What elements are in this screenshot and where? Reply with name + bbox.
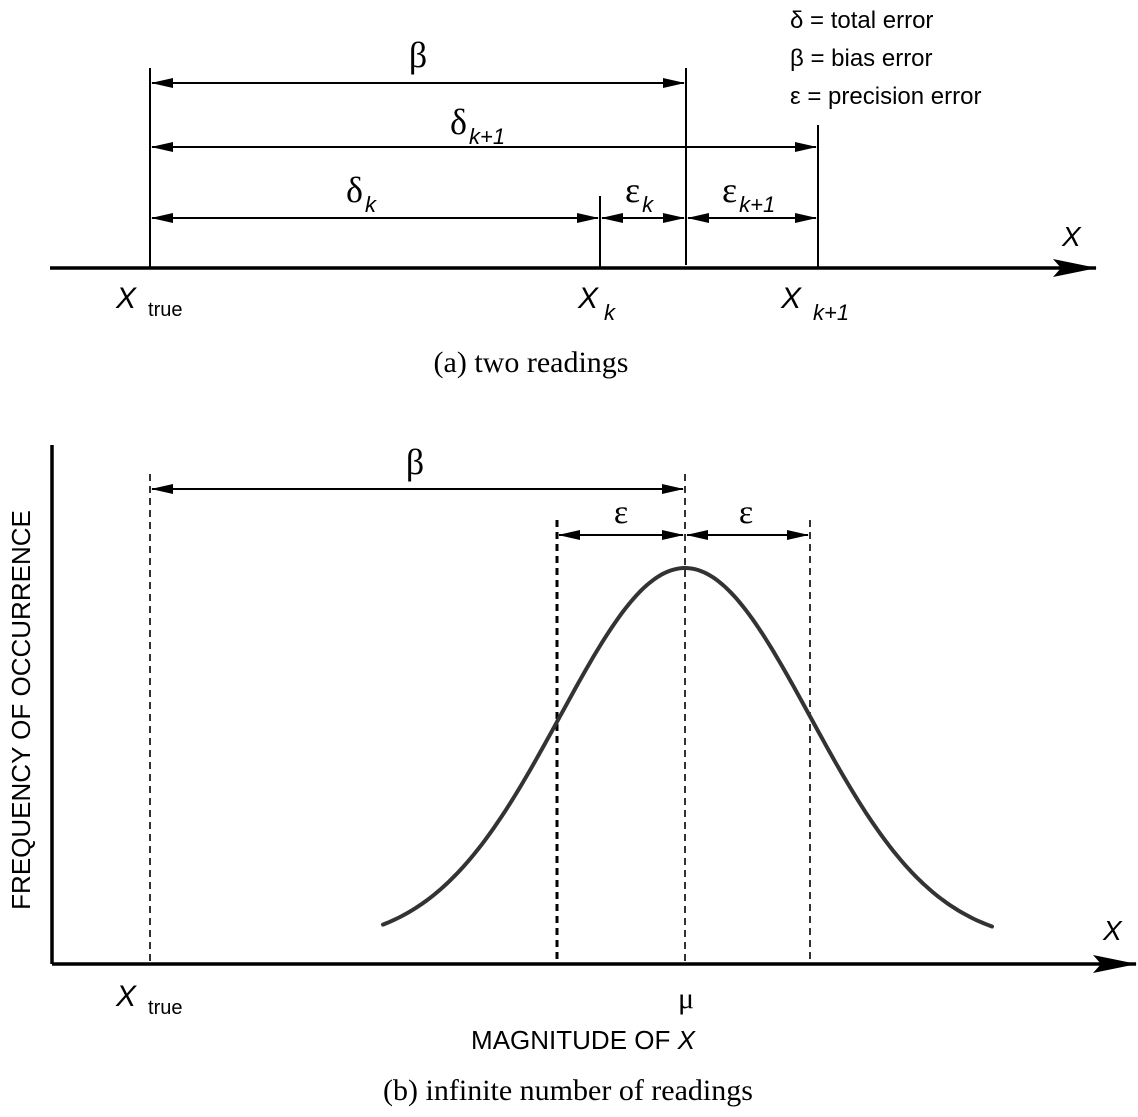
epsilon-k-label: εk <box>625 170 654 217</box>
caption-a: (a) two readings <box>434 346 629 379</box>
legend-precision-error: ε = precision error <box>790 83 981 110</box>
epsilon-left-label: ε <box>614 494 628 531</box>
mu-label: μ <box>678 982 694 1015</box>
caption-b: (b) infinite number of readings <box>383 1074 753 1107</box>
x-axis-label-a: X <box>1061 221 1082 252</box>
frequency-distribution-curve <box>381 566 994 929</box>
y-axis-label: FREQUENCY OF OCCURRENCE <box>6 510 36 910</box>
delta-k-label: δk <box>346 170 377 217</box>
beta-label-b: β <box>406 442 424 482</box>
legend-bias-error: β = bias error <box>790 45 933 72</box>
epsilon-right-label: ε <box>739 494 753 531</box>
x-axis-title: MAGNITUDE OF X <box>471 1025 697 1055</box>
beta-label: β <box>409 35 427 75</box>
epsilon-k1-label: εk+1 <box>722 170 775 217</box>
delta-k1-label: δk+1 <box>450 102 505 149</box>
x-axis-label-b: X <box>1102 915 1123 946</box>
legend: δ = total error β = bias error ε = preci… <box>790 7 981 110</box>
legend-total-error: δ = total error <box>790 7 933 34</box>
